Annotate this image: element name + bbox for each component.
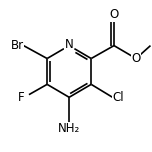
Text: F: F	[18, 91, 24, 104]
Text: NH₂: NH₂	[58, 122, 80, 135]
Text: O: O	[109, 8, 119, 21]
Text: Cl: Cl	[112, 91, 124, 104]
Text: N: N	[65, 38, 74, 51]
Text: O: O	[131, 52, 141, 65]
Text: Br: Br	[10, 39, 24, 52]
